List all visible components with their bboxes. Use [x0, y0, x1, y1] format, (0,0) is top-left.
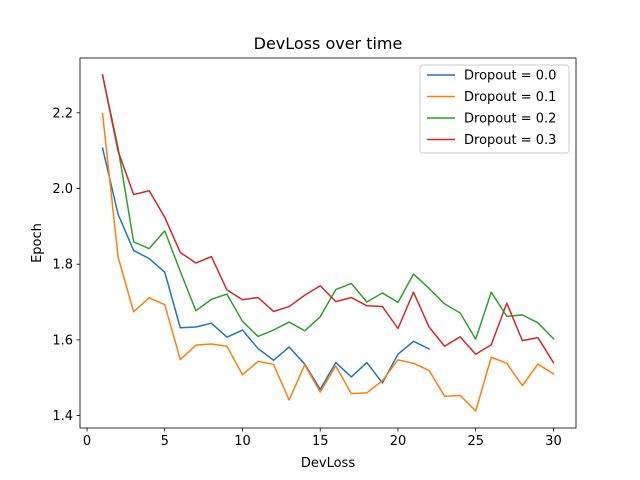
x-tick-label: 20 [390, 434, 407, 449]
legend: Dropout = 0.0 Dropout = 0.1 Dropout = 0.2 D… [419, 64, 570, 154]
x-tick-label: 10 [234, 434, 251, 449]
series-line-1 [101, 112, 555, 412]
x-axis-label: DevLoss [301, 456, 355, 471]
x-tick-label: 15 [312, 434, 329, 449]
x-tick-label: 5 [161, 434, 169, 449]
chart-title: DevLoss over time [254, 34, 403, 53]
y-tick-label: 1.6 [52, 333, 73, 348]
series-layer [101, 74, 555, 412]
x-tick-label: 25 [467, 434, 484, 449]
legend-label-2: Dropout = 0.2 [464, 112, 556, 127]
y-tick-label: 1.8 [52, 258, 73, 273]
x-axis-ticks: 0 5 10 15 20 25 30 [83, 428, 562, 449]
x-tick-label: 0 [83, 434, 91, 449]
legend-label-1: Dropout = 0.1 [464, 90, 556, 105]
x-tick-label: 30 [545, 434, 562, 449]
y-tick-label: 1.4 [52, 409, 73, 424]
legend-label-3: Dropout = 0.3 [464, 133, 556, 148]
series-line-3 [101, 74, 555, 364]
y-axis-ticks: 1.4 1.6 1.8 2.0 2.2 [52, 106, 80, 424]
plot-area [79, 57, 577, 429]
y-tick-label: 2.2 [52, 106, 73, 121]
series-line-0 [101, 147, 431, 391]
y-tick-label: 2.0 [52, 182, 73, 197]
legend-frame [419, 64, 570, 154]
series-line-2 [101, 74, 555, 340]
legend-label-0: Dropout = 0.0 [464, 69, 556, 84]
y-axis-label: Epoch [30, 223, 45, 263]
axes-frame [79, 57, 577, 429]
